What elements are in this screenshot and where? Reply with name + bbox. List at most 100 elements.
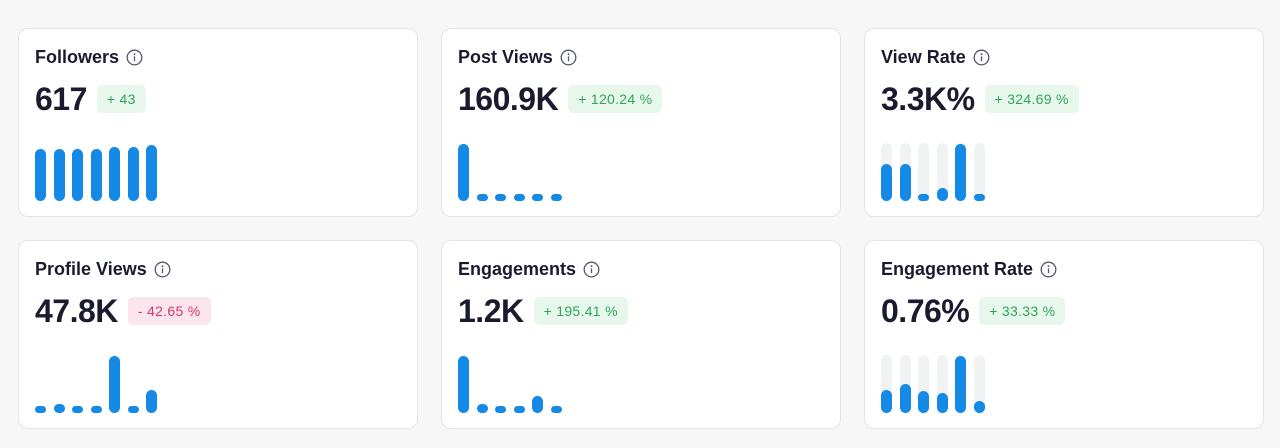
card-engagement-rate: Engagement Rate 0.76% + 33.33 % xyxy=(864,240,1264,429)
sparkline-bar xyxy=(127,355,139,413)
info-icon[interactable] xyxy=(154,261,171,278)
sparkline-chart xyxy=(35,143,165,201)
sparkline-bar-fill xyxy=(127,147,139,201)
info-icon[interactable] xyxy=(583,261,600,278)
sparkline-bar-fill xyxy=(476,194,488,201)
change-badge: + 43 xyxy=(96,85,146,113)
sparkline-bar xyxy=(955,143,966,201)
sparkline-bar-fill xyxy=(513,194,525,201)
sparkline-bar xyxy=(90,143,102,201)
metric-value: 617 xyxy=(35,80,87,117)
sparkline-bar xyxy=(513,143,525,201)
sparkline-bar xyxy=(458,143,469,201)
card-title: Engagement Rate xyxy=(881,258,1034,279)
sparkline-bar-fill xyxy=(146,145,157,201)
sparkline-bar-fill xyxy=(936,393,948,413)
sparkline-chart xyxy=(881,143,992,201)
sparkline-bar xyxy=(72,143,83,201)
metric-value: 0.76% xyxy=(881,292,970,329)
info-icon[interactable] xyxy=(126,49,143,66)
sparkline-bar xyxy=(973,143,985,201)
sparkline-bar xyxy=(936,143,948,201)
change-badge: - 42.65 % xyxy=(127,297,211,325)
sparkline-bar xyxy=(532,355,543,413)
card-title: Followers xyxy=(35,46,120,67)
sparkline-chart xyxy=(458,143,569,201)
metric-value: 47.8K xyxy=(35,292,118,329)
sparkline-bar-fill xyxy=(936,188,948,201)
sparkline-bar-fill xyxy=(532,194,543,201)
sparkline-bar xyxy=(35,355,46,413)
sparkline-bar xyxy=(72,355,83,413)
sparkline-bar-fill xyxy=(72,406,83,413)
sparkline-bar xyxy=(881,355,892,413)
sparkline-bar-fill xyxy=(53,149,65,201)
sparkline-bar-fill xyxy=(918,391,929,413)
card-title: Post Views xyxy=(458,46,553,67)
sparkline-bar-fill xyxy=(458,356,469,413)
sparkline-bar-fill xyxy=(881,164,892,201)
sparkline-bar-fill xyxy=(550,194,562,201)
change-badge: + 324.69 % xyxy=(984,85,1079,113)
sparkline-bar-fill xyxy=(955,356,966,413)
sparkline-bar-fill xyxy=(72,149,83,201)
sparkline-bar xyxy=(458,355,469,413)
sparkline-bar xyxy=(109,143,120,201)
sparkline-bar-fill xyxy=(550,406,562,413)
card-title: Engagements xyxy=(458,258,577,279)
info-icon[interactable] xyxy=(973,49,990,66)
sparkline-bar xyxy=(90,355,102,413)
metrics-grid: Followers 617 + 43 Post Views 160.9K + 1… xyxy=(18,28,1266,429)
metric-value: 160.9K xyxy=(458,80,559,117)
change-badge: + 120.24 % xyxy=(568,85,663,113)
sparkline-bar-fill xyxy=(973,401,985,413)
card-view-rate: View Rate 3.3K% + 324.69 % xyxy=(864,28,1264,217)
sparkline-bar xyxy=(918,355,929,413)
sparkline-bar xyxy=(109,355,120,413)
sparkline-bar-fill xyxy=(476,404,488,413)
sparkline-bar xyxy=(476,355,488,413)
card-post-views: Post Views 160.9K + 120.24 % xyxy=(441,28,841,217)
sparkline-bar-fill xyxy=(973,194,985,201)
sparkline-bar-fill xyxy=(35,149,46,201)
sparkline-bar xyxy=(899,143,911,201)
sparkline-bar xyxy=(881,143,892,201)
sparkline-bar-fill xyxy=(146,390,157,413)
sparkline-bar xyxy=(495,143,506,201)
sparkline-chart xyxy=(458,355,569,413)
sparkline-bar-fill xyxy=(513,406,525,413)
metric-value: 1.2K xyxy=(458,292,524,329)
sparkline-bar xyxy=(918,143,929,201)
sparkline-bar xyxy=(35,143,46,201)
change-badge: + 195.41 % xyxy=(533,297,628,325)
sparkline-bar-fill xyxy=(458,144,469,201)
sparkline-bar-fill xyxy=(881,390,892,413)
sparkline-bar xyxy=(53,143,65,201)
info-icon[interactable] xyxy=(1040,261,1057,278)
sparkline-bar-fill xyxy=(495,194,506,201)
sparkline-bar xyxy=(550,143,562,201)
sparkline-chart xyxy=(35,355,165,413)
card-followers: Followers 617 + 43 xyxy=(18,28,418,217)
sparkline-bar-fill xyxy=(90,406,102,413)
sparkline-bar-fill xyxy=(127,406,139,413)
sparkline-bar xyxy=(476,143,488,201)
sparkline-chart xyxy=(881,355,992,413)
sparkline-bar xyxy=(955,355,966,413)
sparkline-bar xyxy=(532,143,543,201)
sparkline-bar-fill xyxy=(899,384,911,413)
sparkline-bar xyxy=(550,355,562,413)
sparkline-bar-fill xyxy=(35,406,46,413)
sparkline-bar-fill xyxy=(899,164,911,201)
sparkline-bar-fill xyxy=(90,149,102,201)
card-profile-views: Profile Views 47.8K - 42.65 % xyxy=(18,240,418,429)
sparkline-bar-fill xyxy=(955,144,966,201)
sparkline-bar xyxy=(53,355,65,413)
sparkline-bar xyxy=(899,355,911,413)
sparkline-bar-fill xyxy=(109,356,120,413)
sparkline-bar xyxy=(146,143,157,201)
metric-value: 3.3K% xyxy=(881,80,975,117)
change-badge: + 33.33 % xyxy=(979,297,1066,325)
sparkline-bar xyxy=(495,355,506,413)
info-icon[interactable] xyxy=(560,49,577,66)
